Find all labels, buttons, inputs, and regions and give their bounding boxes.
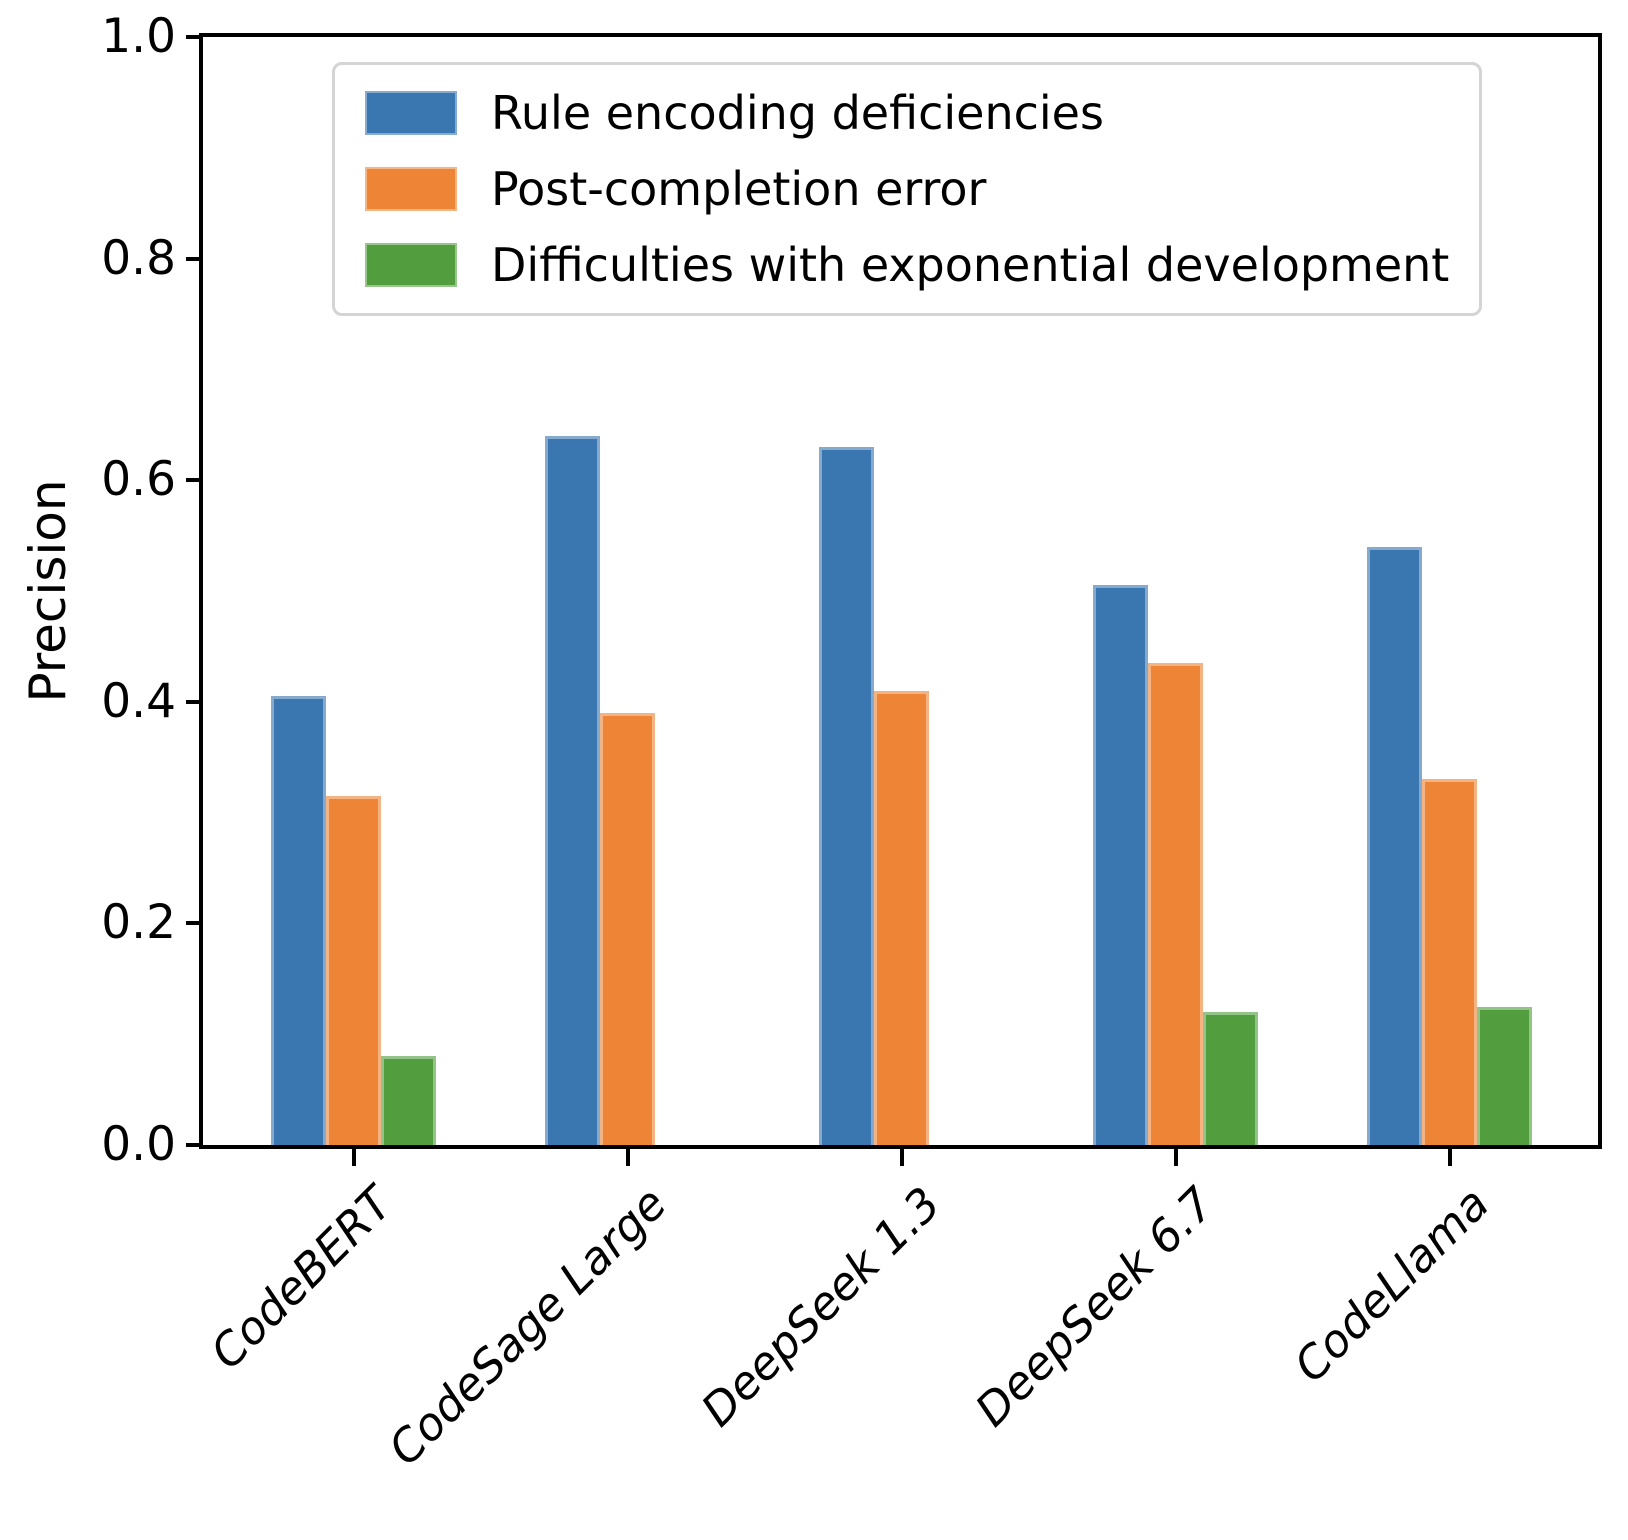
x-tick-label-deepseek-1-3: DeepSeek 1.3 — [691, 1176, 951, 1437]
bar-deepseek-6-7-series-2 — [1203, 1012, 1258, 1145]
bar-codebert-series-0 — [271, 696, 326, 1145]
bar-codebert-series-2 — [381, 1056, 436, 1145]
y-tick-mark — [186, 699, 203, 704]
x-tick-mark — [899, 1149, 904, 1166]
y-tick-label: 0.6 — [101, 452, 176, 508]
bar-codesage-large-series-0 — [545, 435, 600, 1145]
y-tick-label: 1.0 — [101, 9, 176, 64]
y-tick-mark — [186, 921, 203, 926]
y-axis-title: Precision — [19, 479, 77, 703]
bar-deepseek-1-3-series-1 — [874, 690, 929, 1145]
bar-codellama-series-0 — [1367, 546, 1422, 1145]
legend-label: Post-completion error — [491, 162, 987, 216]
bar-codebert-series-1 — [326, 795, 381, 1145]
y-tick-label: 0.2 — [101, 895, 176, 951]
legend-swatch-icon — [365, 243, 457, 287]
legend-item-0: Rule encoding deficiencies — [365, 85, 1449, 141]
legend-label: Difficulties with exponential developmen… — [491, 238, 1450, 292]
x-tick-mark — [351, 1149, 356, 1166]
y-tick-mark — [186, 478, 203, 483]
y-tick-mark — [186, 35, 203, 39]
y-tick-label: 0.0 — [101, 1117, 176, 1172]
y-tick-mark — [186, 256, 203, 261]
x-tick-mark — [625, 1149, 630, 1166]
bar-codellama-series-1 — [1422, 779, 1477, 1145]
bar-codesage-large-series-1 — [600, 712, 655, 1145]
legend-swatch-icon — [365, 91, 457, 135]
bar-codellama-series-2 — [1477, 1006, 1532, 1145]
x-tick-label-deepseek-6-7: DeepSeek 6.7 — [965, 1176, 1225, 1437]
y-tick-label: 0.8 — [101, 230, 176, 286]
bar-deepseek-1-3-series-0 — [819, 446, 874, 1145]
legend-item-1: Post-completion error — [365, 161, 1449, 217]
x-tick-label-codesage-large: CodeSage Large — [378, 1176, 677, 1476]
legend-swatch-icon — [365, 167, 457, 211]
legend: Rule encoding deficiencies Post-completio… — [332, 62, 1483, 316]
y-tick-label: 0.4 — [101, 673, 176, 729]
plot-area — [199, 33, 1602, 1149]
x-tick-label-codellama: CodeLlama — [1283, 1176, 1499, 1393]
legend-label: Rule encoding deficiencies — [491, 86, 1104, 140]
bar-deepseek-6-7-series-1 — [1148, 663, 1203, 1145]
bar-deepseek-6-7-series-0 — [1093, 585, 1148, 1145]
x-tick-mark — [1173, 1149, 1178, 1166]
legend-item-2: Difficulties with exponential developmen… — [365, 237, 1449, 293]
x-tick-label-codebert: CodeBERT — [200, 1176, 403, 1380]
y-tick-mark — [186, 1143, 203, 1147]
x-tick-mark — [1447, 1149, 1452, 1166]
